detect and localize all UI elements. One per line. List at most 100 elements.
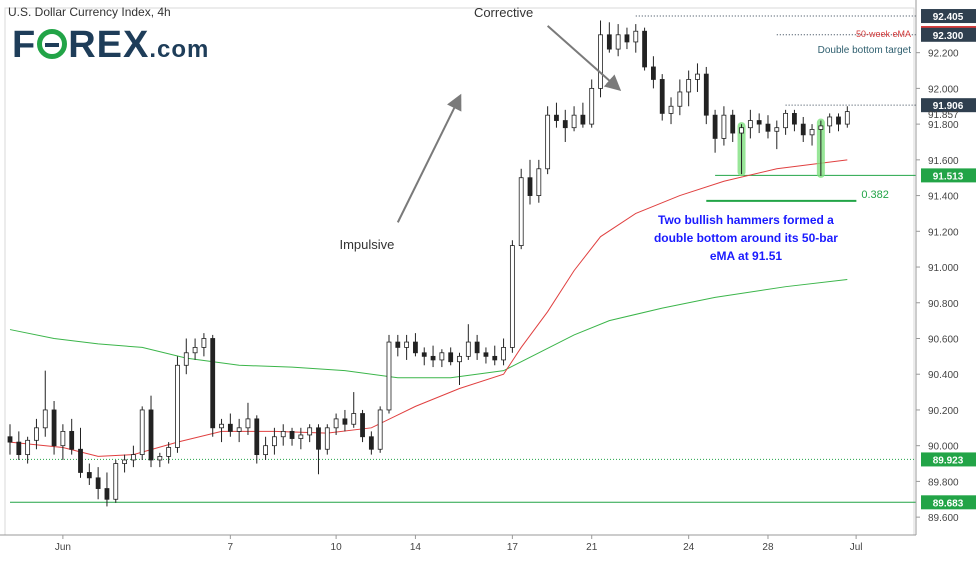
candle-body	[492, 355, 498, 361]
candle	[774, 120, 780, 150]
price-tick-label: 89.600	[928, 513, 959, 524]
candle	[324, 424, 330, 455]
candle	[148, 395, 154, 468]
candle	[227, 413, 233, 437]
candle	[316, 424, 321, 475]
candle-body	[589, 87, 595, 125]
candle	[404, 334, 410, 360]
candle	[166, 442, 172, 464]
price-tick-label: 90.000	[928, 442, 959, 453]
candle-body	[69, 430, 75, 450]
candle-body	[448, 352, 454, 363]
candle-body	[404, 341, 410, 348]
candle-body	[60, 430, 66, 447]
candle	[765, 115, 771, 139]
candle	[298, 427, 304, 450]
price-tick-label: 92.000	[928, 84, 959, 95]
candle	[51, 401, 57, 455]
price-tick-label: 91.600	[928, 156, 959, 167]
candle	[192, 338, 198, 360]
candle-body	[122, 459, 127, 464]
candle-body	[571, 114, 577, 129]
candle	[430, 345, 436, 368]
candle	[210, 334, 216, 437]
impulsive-arrow	[396, 93, 462, 223]
ema-week-label: 50-week eMA	[856, 29, 911, 39]
candle-body	[615, 34, 621, 50]
candle	[668, 97, 674, 125]
level-price-box	[921, 452, 976, 467]
candle	[492, 345, 498, 366]
candle	[792, 109, 797, 132]
candle-body	[16, 441, 22, 456]
candle-body	[527, 177, 533, 196]
candle-body	[25, 439, 31, 456]
candle-body	[139, 409, 145, 456]
candle	[844, 106, 850, 128]
level-price-box	[921, 9, 976, 24]
candle	[836, 113, 841, 132]
candle-body	[34, 427, 39, 441]
level-price-label: 89.683	[933, 498, 964, 509]
candle	[598, 20, 603, 98]
candle	[562, 109, 568, 142]
candle	[130, 445, 136, 468]
time-tick-label: 10	[331, 542, 343, 553]
candle-body	[747, 120, 753, 129]
candle	[16, 431, 22, 460]
candle-body	[421, 352, 427, 357]
candle-body	[739, 127, 744, 134]
candle	[465, 324, 471, 360]
candle	[254, 415, 260, 464]
price-tick-label: 92.200	[928, 49, 959, 60]
candle-body	[730, 114, 736, 134]
time-tick-label: 28	[762, 542, 774, 553]
time-tick-label: 21	[586, 542, 598, 553]
candle-body	[774, 127, 780, 132]
candle	[633, 24, 639, 53]
candle-body	[844, 111, 850, 125]
hammer-note-line-2: double bottom around its 50-bar	[654, 231, 838, 245]
candle	[747, 109, 753, 139]
candle	[527, 159, 533, 205]
candle	[25, 436, 31, 464]
level-price-label: 92.300	[933, 31, 964, 42]
candle-body	[606, 34, 612, 50]
candle	[377, 406, 383, 453]
candle	[615, 24, 621, 57]
candle-body	[413, 341, 418, 354]
time-axis: Jun 7 10 14 17 21 24 28 Jul	[0, 534, 916, 553]
candle	[289, 427, 295, 446]
candle	[245, 402, 251, 435]
candle	[809, 124, 815, 146]
candle-body	[721, 114, 727, 139]
price-tick-label: 91.400	[928, 192, 959, 203]
candle	[69, 418, 75, 455]
annotations: Corrective Impulsive 50-week eMA Double bot…	[339, 5, 911, 263]
plot-frame	[4, 7, 915, 536]
candle	[783, 109, 789, 135]
candle	[580, 102, 586, 128]
moving-averages	[9, 159, 848, 457]
candle-body	[272, 436, 277, 447]
candle-body	[192, 347, 198, 354]
candle	[457, 352, 462, 385]
level-price-label: 89.923	[933, 455, 964, 466]
candle-body	[130, 454, 136, 461]
candle	[677, 79, 683, 116]
logo-rex: REX	[68, 24, 150, 66]
candle-body	[289, 430, 295, 439]
ema-green-line	[9, 279, 848, 379]
candle-body	[509, 245, 515, 348]
candle-body	[598, 34, 603, 89]
fib-label: 0.382	[861, 189, 889, 201]
candle	[818, 120, 824, 176]
candle-body	[703, 73, 709, 116]
candle-body	[104, 488, 110, 500]
candle-body	[474, 341, 480, 354]
candle	[157, 452, 163, 468]
candle	[113, 459, 119, 503]
grid-lines	[4, 7, 915, 536]
ema-red-line	[9, 159, 848, 457]
